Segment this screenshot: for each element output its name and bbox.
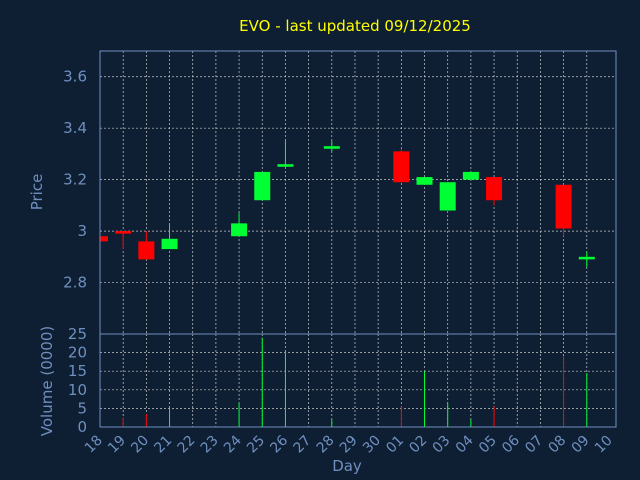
- candle-body: [277, 164, 294, 167]
- x-tick-label: 01: [383, 433, 407, 457]
- volume-bars: [122, 337, 588, 427]
- volume-tick-label: 15: [68, 362, 87, 380]
- x-tick-label: 20: [128, 433, 152, 457]
- price-tick-label: 3: [77, 222, 87, 240]
- candle-body: [254, 171, 271, 201]
- x-tick-label: 30: [360, 433, 384, 457]
- x-tick-label: 24: [221, 432, 245, 456]
- x-tick-label: 10: [592, 433, 616, 457]
- volume-tick-label: 0: [77, 418, 87, 436]
- volume-tick-label: 10: [68, 381, 87, 399]
- x-tick-label: 21: [151, 433, 175, 457]
- volume-tick-label: 20: [68, 344, 87, 362]
- x-tick-label: 03: [430, 433, 454, 457]
- x-tick-label: 19: [105, 433, 129, 457]
- x-tick-label: 08: [546, 433, 570, 457]
- candle-body: [231, 223, 248, 237]
- x-tick-label: 22: [175, 433, 199, 457]
- candle-body: [486, 177, 503, 201]
- candle-body: [138, 241, 155, 260]
- price-axis-label: Price: [28, 174, 46, 211]
- candle-body: [462, 171, 479, 180]
- x-tick-label: 07: [522, 433, 546, 457]
- x-axis-label: Day: [332, 457, 362, 475]
- x-tick-label: 02: [406, 433, 430, 457]
- price-tick-label: 3.2: [63, 171, 87, 189]
- x-tick-label: 06: [499, 432, 523, 456]
- x-tick-label: 25: [244, 433, 268, 457]
- x-tick-label: 04: [453, 432, 477, 456]
- candle-body: [578, 256, 595, 260]
- price-grid: [100, 51, 616, 334]
- x-tick-label: 29: [337, 433, 361, 457]
- candle-body: [416, 177, 433, 185]
- price-panel-frame: [99, 50, 617, 335]
- price-y-ticks: 2.8 3 3.2 3.4 3.6: [63, 68, 87, 292]
- x-tick-label: 09: [569, 433, 593, 457]
- price-tick-label: 3.6: [63, 68, 87, 86]
- candle-body: [393, 151, 410, 183]
- volume-panel-frame: [99, 333, 617, 428]
- candle-body: [161, 238, 178, 250]
- candle-body: [439, 182, 456, 211]
- x-tick-label: 05: [476, 433, 500, 457]
- x-tick-label: 28: [314, 433, 338, 457]
- volume-grid: [100, 334, 616, 427]
- candle-body: [115, 231, 132, 234]
- candle-body: [323, 146, 340, 149]
- chart-title: EVO - last updated 09/12/2025: [239, 17, 471, 35]
- volume-tick-label: 5: [77, 399, 87, 417]
- x-ticks: 18 19 20 21 22 23 24 25 26 27 28 29 30 01 02 03 04 05 06 07…: [82, 432, 616, 456]
- candles: [99, 141, 595, 268]
- x-tick-label: 23: [198, 433, 222, 457]
- price-tick-label: 2.8: [63, 274, 87, 292]
- x-tick-label: 27: [291, 433, 315, 457]
- price-tick-label: 3.4: [63, 119, 87, 137]
- volume-tick-label: 25: [68, 325, 87, 343]
- candle-body: [555, 184, 572, 229]
- x-tick-label: 26: [267, 432, 291, 456]
- candle-body: [100, 236, 108, 242]
- volume-axis-label: Volume (0000): [38, 326, 56, 436]
- x-tick-label: 18: [82, 433, 106, 457]
